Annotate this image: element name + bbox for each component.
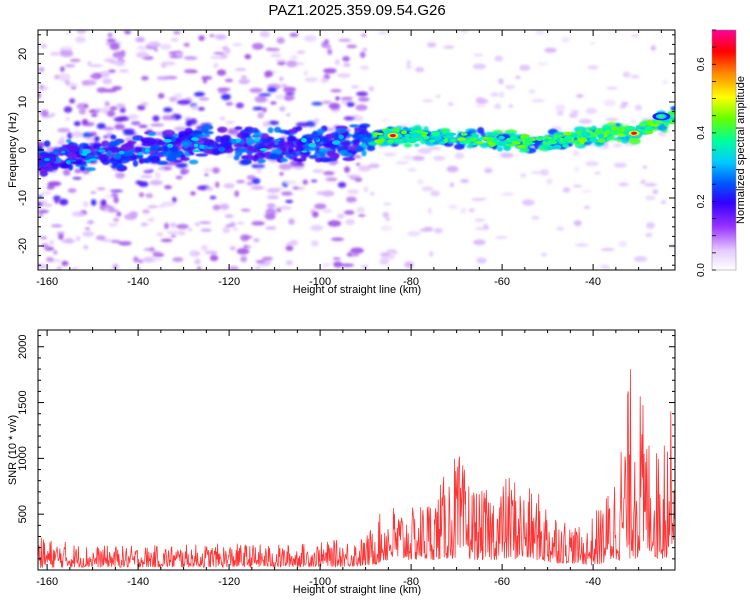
peak-core — [658, 114, 665, 118]
spectrogram-y-label: Frequency (Hz) — [7, 112, 19, 188]
x-tick-label: -100 — [309, 576, 331, 588]
x-tick-label: -120 — [218, 576, 240, 588]
figure-title: PAZ1.2025.359.09.54.G26 — [268, 2, 445, 19]
y-tick-label: 1500 — [17, 390, 29, 414]
snr-panel: -160 -140 -120 -100 -80 -60 -40 500 1000 1500 2000… — [7, 329, 676, 596]
colorbar-tick-label: 0.4 — [696, 125, 707, 139]
y-tick-label: 1000 — [17, 446, 29, 470]
colorbar-tick-label: 0.0 — [696, 263, 707, 277]
x-tick-label: -120 — [218, 276, 240, 288]
colorbar-ticks: 0.0 0.2 0.4 0.6 — [696, 29, 716, 277]
snr-ticks: -160 -140 -120 -100 -80 -60 -40 500 1000 1500 2000 — [17, 330, 675, 588]
peak-core — [44, 158, 51, 162]
snr-frame — [37, 329, 676, 571]
colorbar-tick-label: 0.6 — [696, 57, 707, 71]
colorbar-label: Normalized spectral amplitude — [735, 76, 747, 224]
x-tick-label: -60 — [494, 576, 510, 588]
snr-series-line — [38, 369, 675, 569]
y-tick-label: -20 — [17, 238, 29, 254]
x-tick-label: -40 — [585, 576, 601, 588]
snr-y-label: SNR (10 * v/v) — [7, 415, 19, 485]
x-tick-label: -60 — [494, 276, 510, 288]
x-tick-label: -160 — [36, 276, 58, 288]
x-tick-label: -80 — [403, 576, 419, 588]
x-tick-label: -160 — [36, 576, 58, 588]
spectrogram-image — [38, 30, 675, 270]
x-tick-label: -100 — [309, 276, 331, 288]
y-tick-label: 500 — [17, 505, 29, 523]
spectrogram-x-label: Height of straight line (km) — [293, 284, 421, 296]
y-tick-label: 10 — [17, 96, 29, 108]
snr-background — [38, 330, 675, 570]
x-tick-label: -40 — [585, 276, 601, 288]
colorbar: 0.0 0.2 0.4 0.6 Normalized spectral amplitu… — [696, 29, 747, 277]
x-tick-label: -140 — [127, 276, 149, 288]
colorbar-tick-label: 0.2 — [696, 194, 707, 208]
peak-core — [389, 134, 396, 138]
peak-core — [631, 131, 638, 135]
spectrogram-frame — [37, 29, 676, 271]
y-tick-label: 0 — [17, 147, 29, 153]
y-tick-label: 20 — [17, 48, 29, 60]
snr-x-label: Height of straight line (km) — [293, 584, 421, 596]
y-tick-label: -10 — [17, 190, 29, 206]
x-tick-label: -80 — [403, 276, 419, 288]
x-tick-label: -140 — [127, 576, 149, 588]
y-tick-label: 2000 — [17, 335, 29, 359]
